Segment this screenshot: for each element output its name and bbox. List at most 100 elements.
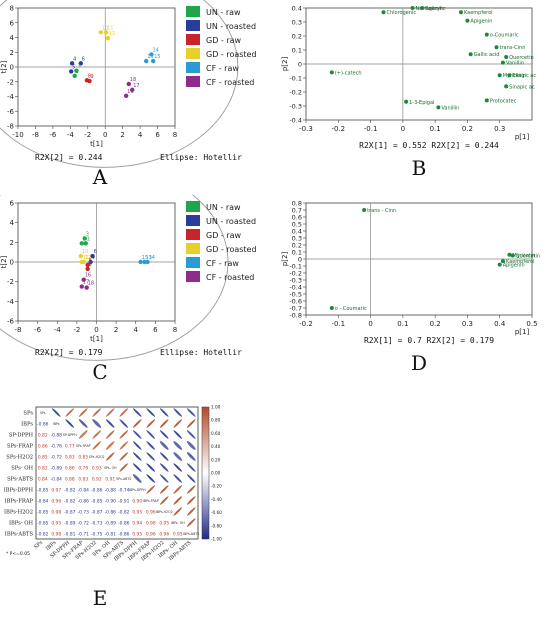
data-point — [507, 252, 512, 257]
y-tick-label: -0.8 — [289, 312, 302, 320]
panel-a: -10 -8 -6 -4 -2 0 2 4 6 8 -8 -6 -4 -2 0 2 4 6 8 t[1] t[2] 10 1… — [0, 0, 275, 190]
ellipse-text: Ellipse: Hotellir — [160, 153, 242, 162]
data-point — [436, 105, 441, 110]
data-point — [79, 284, 84, 289]
y-tick-label: 0 — [298, 61, 302, 69]
row-label: IBPs-DPPH — [4, 488, 34, 494]
x-tick-label: 0 — [103, 131, 107, 139]
x-tick-label: -0.1 — [364, 125, 378, 133]
data-point — [78, 253, 84, 259]
y-tick-label: -0.7 — [289, 305, 302, 313]
correlation-ellipse — [173, 430, 183, 439]
data-point — [410, 6, 415, 10]
correlation-ellipse — [186, 463, 196, 472]
point-label: 3 — [86, 231, 89, 237]
panel-letter: A — [92, 165, 108, 189]
correlation-ellipse — [78, 430, 88, 439]
data-point — [494, 45, 499, 50]
correlation-value: 0.96 — [51, 498, 61, 504]
correlation-value: -0.82 — [118, 509, 130, 515]
point-label: 9 — [91, 74, 94, 80]
correlation-value: -0.86 — [37, 421, 49, 427]
correlation-ellipse — [186, 452, 196, 461]
point-label: 17 — [133, 83, 139, 89]
data-point — [72, 73, 77, 79]
x-tick-label: -4 — [67, 131, 75, 139]
x-tick-label: 4 — [138, 131, 143, 139]
correlation-ellipse — [186, 485, 196, 494]
legend-label: CF - roasted — [206, 78, 254, 87]
y-tick-label: 4 — [10, 34, 15, 42]
correlation-value: 0.90 — [132, 498, 142, 504]
colorbar-tick-label: -0.60 — [211, 510, 222, 515]
correlation-ellipse — [105, 408, 115, 417]
data-point — [507, 73, 512, 78]
diagonal-label: IBPs-FRAP — [143, 499, 159, 503]
correlation-value: -0.82 — [64, 498, 76, 504]
correlation-ellipse — [173, 408, 183, 417]
legend-swatch — [186, 201, 200, 212]
y-tick-label: -0.4 — [289, 284, 302, 292]
y-tick-label: -0.6 — [289, 298, 302, 306]
point-label: trans - Cinn — [367, 208, 396, 214]
correlation-value: 0.92 — [92, 476, 102, 482]
colorbar-tick-label: 0.00 — [211, 471, 221, 476]
correlation-ellipse — [173, 452, 183, 461]
data-point — [123, 93, 129, 98]
legend-label: CF - raw — [206, 64, 239, 73]
legend-swatch — [186, 6, 200, 17]
data-point — [329, 70, 334, 75]
y-tick-label: 8 — [10, 5, 14, 13]
correlation-value: -0.71 — [78, 531, 90, 537]
x-axis-label: p[1] — [515, 133, 530, 141]
correlation-value: 0.96 — [146, 531, 156, 537]
data-point — [145, 259, 150, 265]
legend-swatch — [186, 34, 200, 45]
point-label: (+)-catech — [335, 70, 362, 76]
point-label: trans-Cinn — [499, 45, 525, 51]
y-tick-label: -0.2 — [289, 89, 302, 97]
y-tick-label: -0.2 — [289, 270, 302, 278]
y-tick-label: 0.8 — [292, 200, 302, 208]
correlation-ellipse — [119, 463, 129, 472]
x-tick-label: -4 — [54, 326, 62, 334]
x-tick-label: 0.2 — [430, 320, 441, 328]
legend-label: UN - roasted — [206, 217, 256, 226]
data-point — [504, 55, 509, 59]
loading-plot-b: -0.3 -0.2 -0.1 0 0.1 0.2 0.3 0.4 0.3 0.2 0.1 0 -0.1 -… — [281, 5, 536, 181]
colorbar-tick-label: -0.40 — [211, 497, 222, 502]
correlation-value: -0.91 — [118, 498, 130, 504]
diagonal-label: SPs-FRAP — [76, 444, 91, 448]
data-point — [85, 266, 90, 272]
loading-plot-d: -0.2 -0.1 0 0.1 0.2 0.3 0.4 0.50.80.70.60.50.40… — [281, 200, 540, 376]
point-label: 16 — [85, 273, 91, 279]
correlation-ellipse — [186, 474, 196, 483]
row-label: SPs-H2O2 — [6, 455, 33, 461]
legend-swatch — [186, 76, 200, 87]
correlation-ellipse — [119, 408, 129, 417]
legend-swatch — [186, 215, 200, 226]
correlation-value: -0.85 — [37, 520, 49, 526]
correlation-value: -0.82 — [37, 531, 49, 537]
data-point — [105, 36, 111, 41]
colorbar-tick-label: 1.00 — [211, 405, 221, 410]
correlation-ellipse — [186, 496, 196, 505]
correlation-ellipse — [92, 441, 102, 450]
correlation-ellipse — [105, 441, 115, 450]
panel-letter: D — [411, 351, 427, 375]
row-label: IBPs-ABTS — [5, 532, 34, 538]
legend-swatch — [186, 48, 200, 59]
correlation-value: -0.84 — [78, 487, 90, 493]
correlation-ellipse — [186, 518, 196, 527]
correlation-value: 0.94 — [132, 520, 142, 526]
point-label: Myricetin — [503, 73, 526, 79]
data-point — [500, 60, 505, 65]
correlation-value: 0.83 — [65, 454, 75, 460]
correlation-value: 0.86 — [65, 465, 75, 471]
y-tick-label: -0.1 — [289, 263, 302, 271]
x-tick-label: 2 — [120, 131, 124, 139]
correlation-ellipse — [119, 419, 129, 428]
r2x-text: R2X[2] = 0.244 — [35, 153, 103, 162]
row-label: SP-DPPH — [9, 433, 34, 439]
